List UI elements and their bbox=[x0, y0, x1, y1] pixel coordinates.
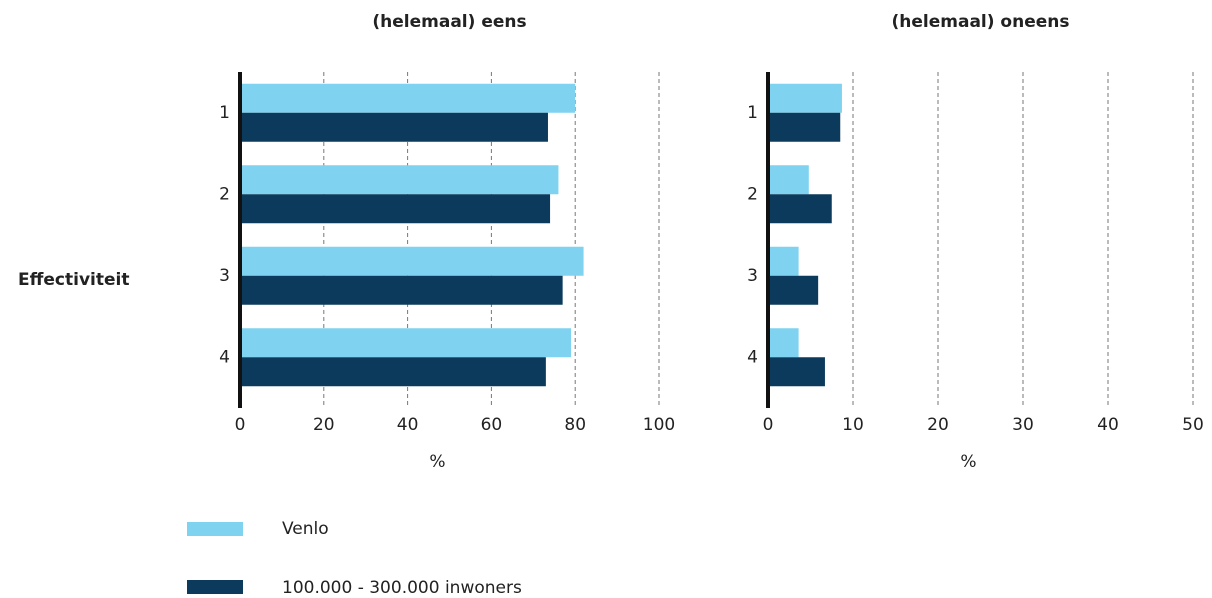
bar bbox=[240, 357, 546, 387]
x-tick-label: 30 bbox=[1012, 415, 1034, 435]
x-tick-label: 20 bbox=[313, 415, 335, 435]
bar bbox=[768, 112, 841, 142]
y-tick-label: 2 bbox=[747, 184, 758, 204]
bar bbox=[240, 246, 584, 276]
x-tick-label: 50 bbox=[1182, 415, 1204, 435]
bar bbox=[768, 246, 799, 276]
bar bbox=[768, 165, 809, 195]
legend-label: 100.000 - 300.000 inwoners bbox=[282, 578, 522, 598]
bar bbox=[240, 112, 548, 142]
bar bbox=[240, 83, 576, 113]
x-tick-label: 20 bbox=[927, 415, 949, 435]
legend-label: Venlo bbox=[282, 519, 329, 539]
x-axis-label: % bbox=[960, 452, 976, 472]
x-tick-label: 100 bbox=[643, 415, 675, 435]
y-tick-label: 1 bbox=[747, 103, 758, 123]
y-axis-label: Effectiviteit bbox=[18, 270, 129, 290]
x-tick-label: 40 bbox=[397, 415, 419, 435]
y-tick-label: 4 bbox=[219, 347, 230, 367]
bar bbox=[768, 83, 842, 113]
bar bbox=[768, 328, 799, 358]
bar bbox=[768, 194, 832, 224]
legend-swatch bbox=[187, 580, 243, 594]
y-tick-label: 1 bbox=[219, 103, 230, 123]
x-axis-label: % bbox=[429, 452, 445, 472]
x-tick-label: 10 bbox=[842, 415, 864, 435]
bar bbox=[768, 357, 825, 387]
x-tick-label: 60 bbox=[481, 415, 503, 435]
legend-swatch bbox=[187, 522, 243, 536]
bar bbox=[240, 328, 572, 358]
y-tick-label: 2 bbox=[219, 184, 230, 204]
y-tick-label: 3 bbox=[747, 266, 758, 286]
x-tick-label: 0 bbox=[235, 415, 246, 435]
chart-title: (helemaal) eens bbox=[372, 12, 526, 32]
bar bbox=[768, 275, 819, 305]
chart-title: (helemaal) oneens bbox=[892, 12, 1070, 32]
x-tick-label: 0 bbox=[763, 415, 774, 435]
x-tick-label: 40 bbox=[1097, 415, 1119, 435]
y-tick-label: 4 bbox=[747, 347, 758, 367]
x-tick-label: 80 bbox=[564, 415, 586, 435]
bar bbox=[240, 165, 559, 195]
bar bbox=[240, 194, 551, 224]
bar bbox=[240, 275, 563, 305]
y-tick-label: 3 bbox=[219, 266, 230, 286]
